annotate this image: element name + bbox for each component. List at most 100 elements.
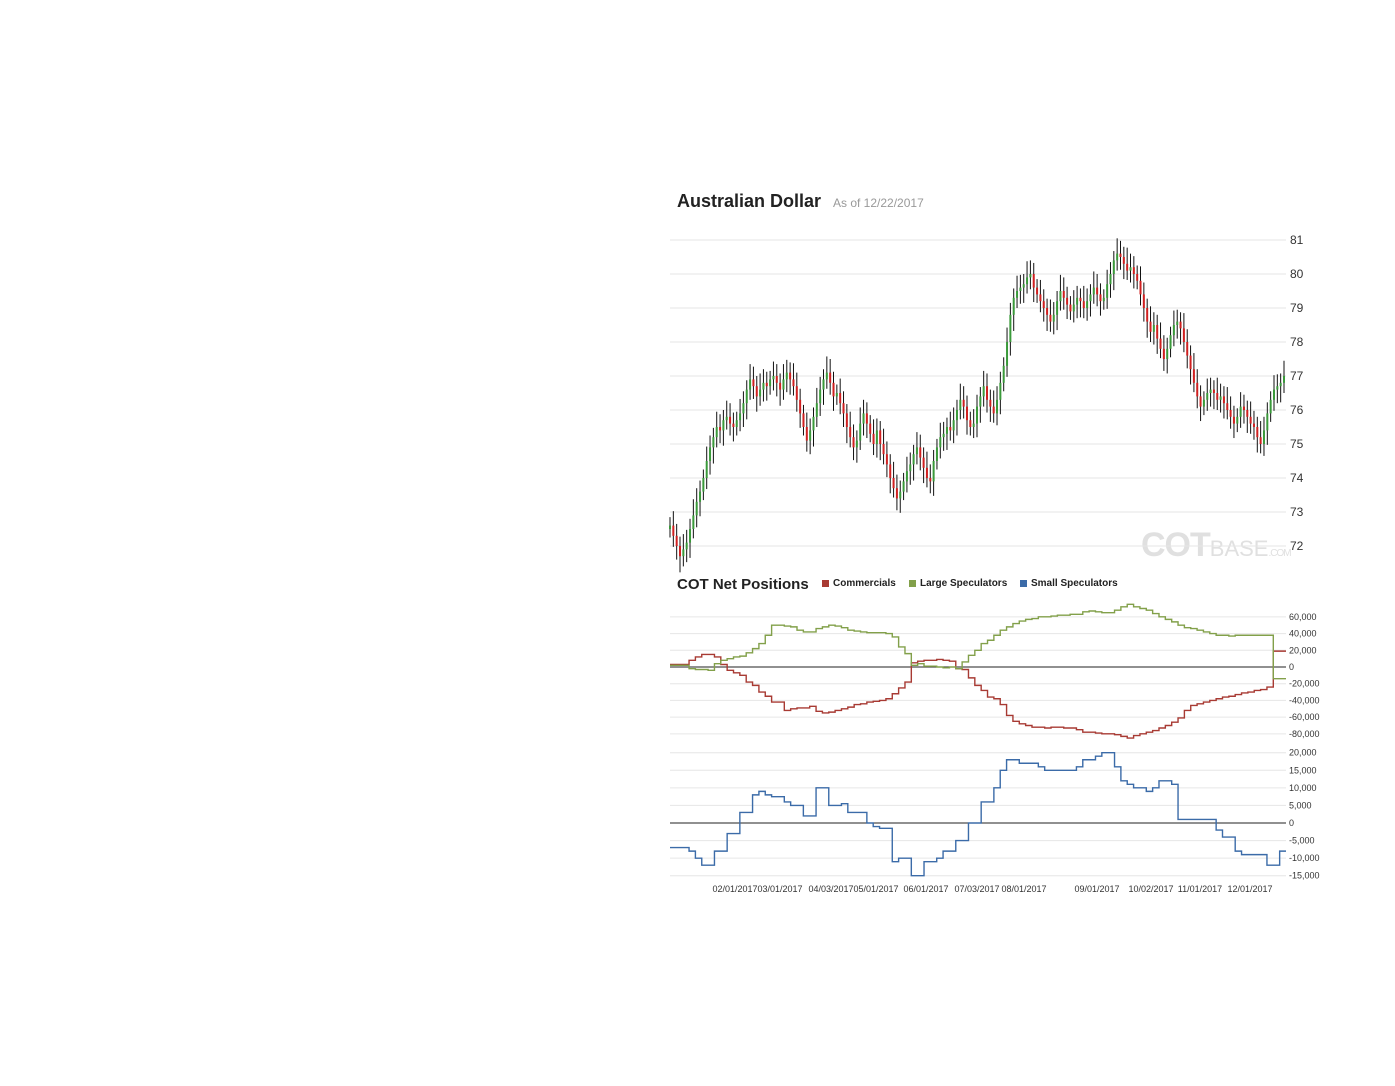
candle-body bbox=[1136, 274, 1139, 281]
candle-body bbox=[679, 546, 682, 557]
candle-body bbox=[785, 372, 788, 380]
price-ytick-label: 79 bbox=[1290, 301, 1304, 315]
series-line-commercials bbox=[670, 650, 1286, 739]
candle-body bbox=[829, 372, 832, 383]
candle-body bbox=[699, 491, 702, 502]
candle-body bbox=[742, 403, 745, 414]
candle-body bbox=[1246, 410, 1249, 417]
candle-body bbox=[929, 478, 932, 482]
candle-body bbox=[1132, 267, 1135, 274]
candle-body bbox=[915, 447, 918, 455]
candle-body bbox=[1056, 301, 1059, 315]
candle-body bbox=[879, 430, 882, 444]
candle-body bbox=[1156, 325, 1159, 339]
candle-body bbox=[792, 379, 795, 387]
candle-body bbox=[919, 447, 922, 458]
candle-body bbox=[825, 372, 828, 380]
candle-body bbox=[1166, 348, 1169, 359]
small-ytick-label: -5,000 bbox=[1289, 836, 1315, 846]
candle-body bbox=[872, 433, 875, 444]
candle-body bbox=[849, 427, 852, 438]
candle-body bbox=[1126, 263, 1129, 271]
x-tick-label: 06/01/2017 bbox=[903, 884, 948, 894]
candle-body bbox=[789, 372, 792, 380]
candle-body bbox=[945, 427, 948, 434]
candle-body bbox=[729, 416, 732, 424]
candle-body bbox=[939, 437, 942, 448]
watermark-base: BASE bbox=[1209, 536, 1269, 561]
candle-body bbox=[1012, 297, 1015, 315]
candle-body bbox=[842, 403, 845, 414]
cot-ytick-label: 0 bbox=[1289, 662, 1294, 672]
price-ytick-label: 74 bbox=[1290, 471, 1304, 485]
candle-body bbox=[862, 413, 865, 424]
price-ytick-label: 76 bbox=[1290, 403, 1304, 417]
candle-body bbox=[1016, 291, 1019, 298]
candle-body bbox=[1026, 277, 1029, 285]
legend-swatch-large bbox=[909, 580, 916, 587]
candle-body bbox=[675, 535, 678, 546]
candle-body bbox=[1116, 253, 1119, 261]
series-line-large-speculators bbox=[670, 603, 1286, 680]
candle-body bbox=[852, 437, 855, 448]
candle-body bbox=[1032, 274, 1035, 288]
candle-body bbox=[769, 379, 772, 387]
candle-body bbox=[1189, 355, 1192, 370]
candle-body bbox=[702, 478, 705, 492]
candle-body bbox=[899, 491, 902, 499]
candle-body bbox=[986, 386, 989, 400]
candle-body bbox=[932, 461, 935, 482]
candle-body bbox=[1152, 325, 1155, 332]
candle-body bbox=[722, 420, 725, 431]
candle-body bbox=[822, 379, 825, 390]
candle-body bbox=[745, 389, 748, 404]
candle-body bbox=[892, 478, 895, 489]
candle-body bbox=[1216, 393, 1219, 400]
small-ytick-label: -15,000 bbox=[1289, 871, 1320, 881]
legend-item-small-speculators[interactable]: Small Speculators bbox=[1020, 578, 1118, 589]
cot-ytick-label: 60,000 bbox=[1289, 612, 1317, 622]
cot-ytick-label: -20,000 bbox=[1289, 679, 1320, 689]
price-ytick-label: 73 bbox=[1290, 505, 1304, 519]
candle-body bbox=[1009, 314, 1012, 342]
candle-body bbox=[689, 529, 692, 543]
candle-body bbox=[715, 427, 718, 438]
page-title: Australian Dollar bbox=[677, 191, 822, 211]
candle-body bbox=[955, 410, 958, 421]
watermark-cot: COT bbox=[1141, 526, 1211, 564]
candle-body bbox=[1109, 274, 1112, 285]
small-ytick-label: -10,000 bbox=[1289, 853, 1320, 863]
candle-body bbox=[1262, 430, 1265, 444]
candle-body bbox=[969, 420, 972, 427]
candle-body bbox=[755, 386, 758, 397]
legend-label-commercials: Commercials bbox=[833, 578, 896, 589]
candle-body bbox=[875, 430, 878, 444]
candle-body bbox=[672, 525, 675, 536]
candle-body bbox=[1122, 257, 1125, 264]
candle-body bbox=[1202, 399, 1205, 407]
candle-body bbox=[1222, 396, 1225, 404]
candle-body bbox=[1266, 413, 1269, 431]
candle-body bbox=[1206, 393, 1209, 400]
price-ytick-label: 72 bbox=[1290, 539, 1304, 553]
candle-body bbox=[1052, 314, 1055, 322]
candle-body bbox=[1236, 416, 1239, 424]
cot-ytick-label: -60,000 bbox=[1289, 712, 1320, 722]
candle-body bbox=[1102, 297, 1105, 302]
candle-body bbox=[965, 406, 968, 421]
candle-body bbox=[845, 413, 848, 427]
candle-body bbox=[949, 427, 952, 431]
candle-body bbox=[772, 376, 775, 380]
candle-body bbox=[819, 389, 822, 404]
candle-body bbox=[709, 447, 712, 461]
legend-item-large-speculators[interactable]: Large Speculators bbox=[909, 578, 1007, 589]
candle-body bbox=[1199, 396, 1202, 407]
legend-item-commercials[interactable]: Commercials bbox=[822, 578, 896, 589]
candle-body bbox=[1119, 253, 1122, 257]
candle-body bbox=[1186, 342, 1189, 356]
candle-body bbox=[1169, 335, 1172, 349]
candle-body bbox=[882, 444, 885, 455]
x-tick-label: 05/01/2017 bbox=[853, 884, 898, 894]
candle-body bbox=[1226, 403, 1229, 410]
